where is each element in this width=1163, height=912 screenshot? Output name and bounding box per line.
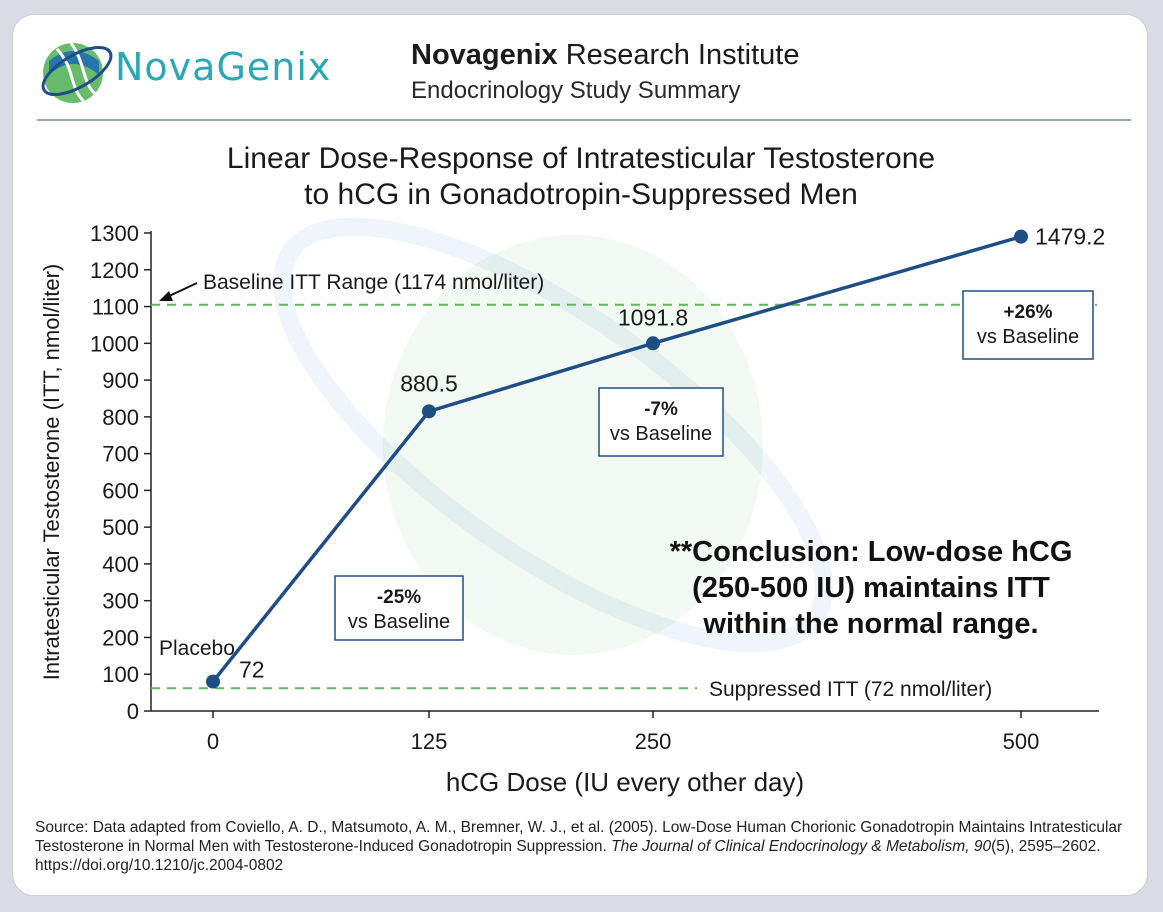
source-citation: Source: Data adapted from Coviello, A. D… — [35, 818, 1125, 875]
y-tick-label: 1200 — [90, 258, 139, 283]
y-tick-label: 1100 — [92, 295, 139, 320]
data-label: 1479.2 — [1035, 224, 1105, 250]
chart-title-line-1: Linear Dose-Response of Intratesticular … — [226, 142, 936, 175]
y-tick-label: 400 — [102, 552, 139, 577]
source-text: Source: Data adapted from Coviello, A. D… — [35, 819, 1123, 855]
y-tick-label: 900 — [102, 368, 139, 393]
conclusion-line: **Conclusion: Low-dose hCG — [670, 536, 1073, 568]
globe-dna-icon — [41, 42, 113, 107]
callout-box — [334, 575, 464, 641]
x-axis-label: hCG Dose (IU every other day) — [446, 767, 804, 797]
header: NovaGenix Novagenix Research Institute E… — [13, 15, 1147, 121]
callout-box — [962, 290, 1094, 360]
conclusion-line: (250-500 IU) maintains ITT — [692, 572, 1050, 604]
y-tick-label: 700 — [102, 442, 139, 467]
y-tick-label: 300 — [102, 589, 139, 614]
institute-title: Novagenix Research Institute — [411, 39, 799, 72]
x-tick-label: 250 — [635, 729, 672, 754]
data-label: 1091.8 — [618, 304, 688, 330]
data-point — [646, 336, 660, 351]
chart-title-line-2: to hCG in Gonadotropin-Suppressed Men — [304, 178, 858, 211]
data-point — [206, 674, 220, 689]
y-tick-label: 500 — [102, 515, 139, 540]
header-divider — [37, 119, 1131, 121]
callout-percent: +26% — [1003, 302, 1052, 323]
source-pages: (5), 2595–2602. https://doi.org/10.1210/… — [35, 838, 1101, 874]
y-tick-label: 1000 — [90, 331, 139, 356]
data-label: 72 — [239, 657, 265, 683]
institute-name-bold: Novagenix — [411, 39, 558, 71]
placebo-label: Placebo — [159, 637, 235, 660]
callout-text: vs Baseline — [348, 611, 450, 633]
source-journal: The Journal of Clinical Endocrinology & … — [611, 838, 992, 855]
baseline-arrow-shaft — [166, 282, 198, 298]
chart-title: Linear Dose-Response of Intratesticular … — [13, 141, 1147, 213]
baseline-reference-label: Baseline ITT Range (1174 nmol/liter) — [203, 271, 544, 294]
suppressed-reference-label: Suppressed ITT (72 nmol/liter) — [709, 678, 992, 701]
data-label: 880.5 — [400, 370, 458, 396]
y-tick-label: 200 — [102, 625, 139, 650]
y-tick-label: 600 — [102, 478, 139, 503]
conclusion-line: within the normal range. — [702, 608, 1038, 640]
dose-response-chart: 0 100 200 300 400 500 600 700 800 900 1000 1100 1200… — [39, 217, 1105, 797]
novagenix-logo: NovaGenix — [37, 31, 417, 111]
y-tick-label: 1300 — [90, 221, 139, 246]
baseline-arrow-head — [159, 291, 173, 301]
x-tick-label: 125 — [411, 729, 448, 754]
data-point — [422, 404, 436, 419]
y-axis-label: Intratesticular Testosterone (ITT, nmol/… — [39, 264, 64, 681]
institute-subtitle: Endocrinology Study Summary — [411, 77, 741, 104]
callout-text: vs Baseline — [610, 423, 712, 445]
callout-text: vs Baseline — [977, 326, 1079, 348]
logo-text: NovaGenix — [115, 45, 332, 89]
y-tick-label: 100 — [102, 662, 139, 687]
series-line — [211, 234, 1022, 683]
callout-box — [598, 387, 724, 457]
callout-percent: -25% — [377, 587, 421, 608]
data-point — [1014, 229, 1028, 244]
y-tick-label: 0 — [127, 699, 139, 724]
y-tick-label: 800 — [102, 405, 139, 430]
institute-name-rest: Research Institute — [557, 39, 800, 71]
summary-card: NovaGenix Novagenix Research Institute E… — [12, 14, 1148, 896]
watermark-orbit — [272, 217, 834, 653]
x-tick-label: 500 — [1003, 729, 1040, 754]
x-tick-label: 0 — [207, 729, 219, 754]
callout-percent: -7% — [644, 399, 678, 420]
